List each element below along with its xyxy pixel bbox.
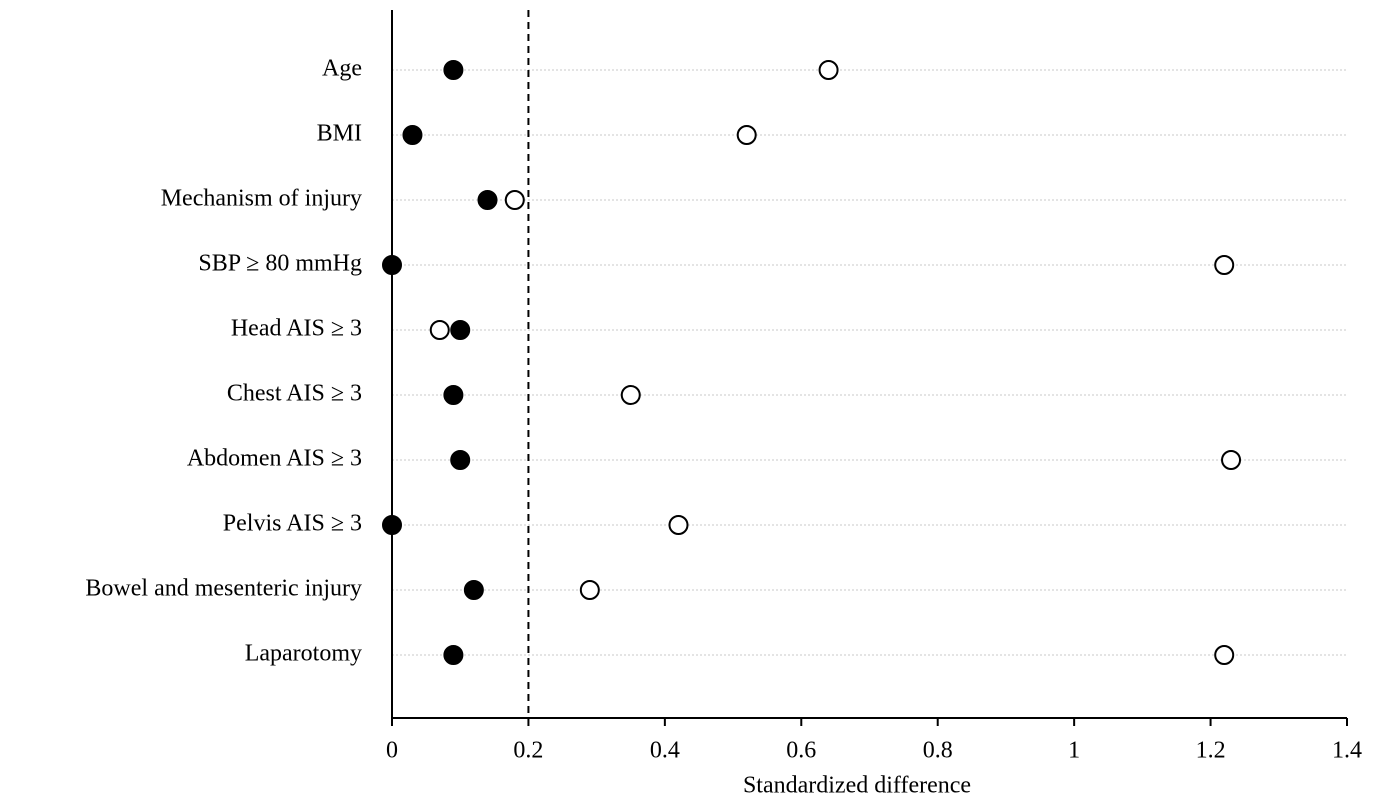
- x-tick-label: 1: [1068, 738, 1080, 764]
- y-tick-label: Abdomen AIS ≥ 3: [187, 446, 362, 472]
- y-tick-label: Chest AIS ≥ 3: [227, 381, 362, 407]
- point: [443, 645, 464, 665]
- x-tick-label: 0.8: [923, 738, 953, 764]
- point: [382, 515, 402, 535]
- y-tick-label: Mechanism of injury: [161, 186, 362, 212]
- point: [477, 190, 498, 210]
- point: [1221, 450, 1242, 470]
- y-tick-label: Age: [322, 56, 362, 82]
- point: [443, 60, 464, 80]
- point: [402, 125, 423, 145]
- point: [620, 385, 641, 405]
- x-tick-label: 1.2: [1196, 738, 1226, 764]
- point: [463, 580, 484, 600]
- x-tick-label: 0.6: [786, 738, 816, 764]
- x-tick-label: 0.4: [650, 738, 680, 764]
- point: [1214, 255, 1235, 275]
- y-tick-label: Head AIS ≥ 3: [231, 316, 362, 342]
- x-axis-label: Standardized difference: [743, 773, 971, 799]
- point: [579, 580, 600, 600]
- x-tick-label: 0.2: [513, 738, 543, 764]
- point: [504, 190, 525, 210]
- point: [818, 60, 839, 80]
- y-tick-label: SBP ≥ 80 mmHg: [198, 251, 362, 277]
- point: [736, 125, 757, 145]
- point: [443, 385, 464, 405]
- y-tick-label: Laparotomy: [245, 641, 362, 667]
- x-tick-label: 0: [386, 738, 398, 764]
- x-tick-label: 1.4: [1332, 738, 1362, 764]
- point: [668, 515, 689, 535]
- point: [429, 320, 450, 340]
- y-tick-label: BMI: [317, 121, 362, 147]
- y-tick-label: Bowel and mesenteric injury: [85, 576, 362, 602]
- point: [450, 450, 471, 470]
- point: [1214, 645, 1235, 665]
- point: [450, 320, 471, 340]
- y-tick-label: Pelvis AIS ≥ 3: [223, 511, 362, 537]
- point: [382, 255, 402, 275]
